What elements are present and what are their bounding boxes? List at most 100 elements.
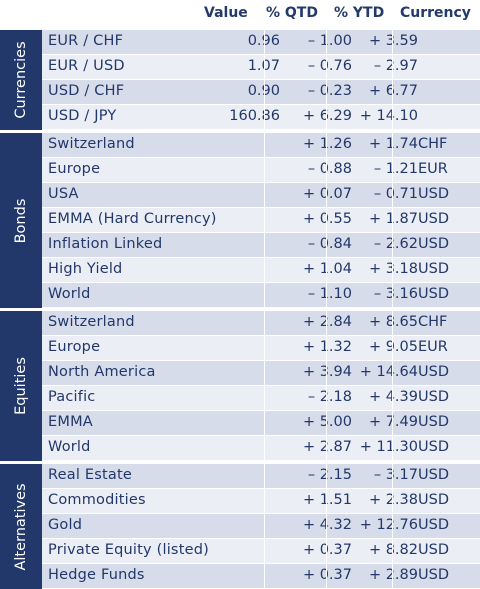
- column-divider: [326, 283, 327, 307]
- header-currency: Currency: [400, 5, 471, 21]
- column-divider: [392, 464, 393, 488]
- row-qtd: – 0.76: [307, 58, 352, 74]
- row-name: EUR / CHF: [48, 33, 124, 49]
- row-name: World: [48, 286, 91, 302]
- row-ytd: + 4.39: [368, 389, 418, 405]
- row-currency: CHF: [418, 314, 448, 330]
- column-divider: [392, 233, 393, 257]
- section-label: Alternatives: [13, 482, 29, 571]
- row-currency: USD: [418, 261, 449, 277]
- row-name: EMMA: [48, 414, 93, 430]
- row-qtd: – 2.15: [307, 467, 352, 483]
- row-qtd: + 5.00: [302, 414, 352, 430]
- column-divider: [326, 361, 327, 385]
- row-qtd: – 0.84: [307, 236, 352, 252]
- row-currency: USD: [418, 389, 449, 405]
- row-currency: USD: [418, 439, 449, 455]
- column-divider: [264, 489, 265, 513]
- column-divider: [392, 386, 393, 410]
- row-qtd: + 6.29: [302, 108, 352, 124]
- table-row: EMMA + 5.00 + 7.49 USD: [42, 411, 480, 436]
- section-label-band: Currencies: [0, 30, 42, 130]
- column-divider: [392, 55, 393, 79]
- row-currency: USD: [418, 567, 449, 583]
- column-divider: [264, 564, 265, 588]
- row-name: Real Estate: [48, 467, 132, 483]
- row-ytd: + 9.05: [368, 339, 418, 355]
- row-currency: CHF: [418, 136, 448, 152]
- row-value: 0.90: [248, 83, 280, 99]
- row-qtd: – 1.00: [307, 33, 352, 49]
- column-divider: [264, 208, 265, 232]
- table-row: USD / CHF 0.90 – 0.23 + 6.77: [42, 80, 480, 105]
- column-divider: [326, 105, 327, 129]
- column-divider: [264, 183, 265, 207]
- row-name: Europe: [48, 339, 101, 355]
- column-divider: [326, 183, 327, 207]
- column-divider: [264, 30, 265, 54]
- row-qtd: + 1.26: [302, 136, 352, 152]
- row-ytd: – 3.16: [373, 286, 418, 302]
- row-qtd: + 0.37: [302, 542, 352, 558]
- row-qtd: – 1.10: [307, 286, 352, 302]
- row-qtd: + 3.94: [302, 364, 352, 380]
- row-name: Hedge Funds: [48, 567, 145, 583]
- column-divider: [326, 564, 327, 588]
- row-qtd: + 2.84: [302, 314, 352, 330]
- column-divider: [326, 489, 327, 513]
- column-divider: [392, 311, 393, 335]
- row-qtd: – 0.88: [307, 161, 352, 177]
- row-qtd: – 2.18: [307, 389, 352, 405]
- column-divider: [264, 464, 265, 488]
- column-divider: [392, 489, 393, 513]
- row-currency: USD: [418, 286, 449, 302]
- column-divider: [392, 208, 393, 232]
- row-ytd: – 3.17: [373, 467, 418, 483]
- column-divider: [264, 55, 265, 79]
- table-row: World – 1.10 – 3.16 USD: [42, 283, 480, 308]
- column-divider: [264, 80, 265, 104]
- row-ytd: + 11.30: [359, 439, 418, 455]
- row-ytd: + 2.89: [368, 567, 418, 583]
- row-name: Commodities: [48, 492, 146, 508]
- column-divider: [326, 30, 327, 54]
- column-divider: [326, 336, 327, 360]
- row-name: EMMA (Hard Currency): [48, 211, 217, 227]
- column-divider: [326, 386, 327, 410]
- row-name: Private Equity (listed): [48, 542, 209, 558]
- column-divider: [264, 105, 265, 129]
- row-name: Switzerland: [48, 136, 135, 152]
- table-row: EUR / USD 1.07 – 0.76 – 2.97: [42, 55, 480, 80]
- row-qtd: + 0.37: [302, 567, 352, 583]
- row-currency: USD: [418, 517, 449, 533]
- column-divider: [264, 436, 265, 460]
- column-divider: [326, 55, 327, 79]
- column-divider: [392, 258, 393, 282]
- table-row: Switzerland + 1.26 + 1.74 CHF: [42, 133, 480, 158]
- table-row: EUR / CHF 0.96 – 1.00 + 3.59: [42, 30, 480, 55]
- row-name: USD / CHF: [48, 83, 125, 99]
- section-bonds: Bonds Switzerland + 1.26 + 1.74 CHF Europe – 0…: [0, 133, 480, 308]
- column-divider: [392, 158, 393, 182]
- column-divider: [326, 80, 327, 104]
- section-label: Equities: [13, 357, 29, 415]
- row-ytd: + 12.76: [359, 517, 418, 533]
- column-divider: [392, 133, 393, 157]
- row-currency: EUR: [418, 161, 448, 177]
- column-divider: [326, 133, 327, 157]
- column-divider: [392, 361, 393, 385]
- row-qtd: + 1.51: [302, 492, 352, 508]
- row-value: 160.86: [229, 108, 280, 124]
- table-row: Inflation Linked – 0.84 – 2.62 USD: [42, 233, 480, 258]
- row-ytd: – 1.21: [373, 161, 418, 177]
- table-row: Hedge Funds + 0.37 + 2.89 USD: [42, 564, 480, 589]
- table-row: World + 2.87 + 11.30 USD: [42, 436, 480, 461]
- column-divider: [392, 411, 393, 435]
- column-divider: [326, 233, 327, 257]
- section-label-band: Alternatives: [0, 464, 42, 589]
- column-divider: [326, 514, 327, 538]
- row-currency: USD: [418, 542, 449, 558]
- section-label: Currencies: [13, 41, 29, 119]
- header-value: Value: [204, 5, 248, 21]
- row-currency: USD: [418, 414, 449, 430]
